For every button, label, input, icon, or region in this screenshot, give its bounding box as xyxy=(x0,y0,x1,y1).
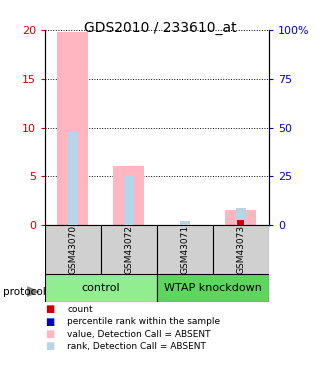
Bar xyxy=(101,225,157,274)
Text: GSM43070: GSM43070 xyxy=(68,225,77,274)
Bar xyxy=(157,225,213,274)
Bar xyxy=(45,274,157,302)
Bar xyxy=(213,225,269,274)
Text: count: count xyxy=(67,305,93,314)
Text: ■: ■ xyxy=(45,342,54,351)
Bar xyxy=(45,225,101,274)
Text: ■: ■ xyxy=(45,304,54,314)
Bar xyxy=(124,176,134,225)
Text: ■: ■ xyxy=(45,317,54,327)
Text: value, Detection Call = ABSENT: value, Detection Call = ABSENT xyxy=(67,330,211,339)
Text: GDS2010 / 233610_at: GDS2010 / 233610_at xyxy=(84,21,236,34)
Text: GSM43072: GSM43072 xyxy=(124,225,133,274)
Bar xyxy=(157,274,269,302)
Text: WTAP knockdown: WTAP knockdown xyxy=(164,283,262,293)
Text: control: control xyxy=(82,283,120,293)
Text: percentile rank within the sample: percentile rank within the sample xyxy=(67,317,220,326)
Text: GSM43073: GSM43073 xyxy=(236,225,245,274)
Bar xyxy=(236,209,246,225)
Bar xyxy=(68,131,78,225)
Bar xyxy=(57,32,88,225)
Text: GSM43071: GSM43071 xyxy=(180,225,189,274)
Text: rank, Detection Call = ABSENT: rank, Detection Call = ABSENT xyxy=(67,342,206,351)
Text: protocol: protocol xyxy=(3,287,46,297)
Bar xyxy=(237,220,244,225)
Bar xyxy=(113,165,144,225)
Bar xyxy=(180,221,190,225)
Bar xyxy=(225,210,256,225)
Text: ■: ■ xyxy=(45,329,54,339)
